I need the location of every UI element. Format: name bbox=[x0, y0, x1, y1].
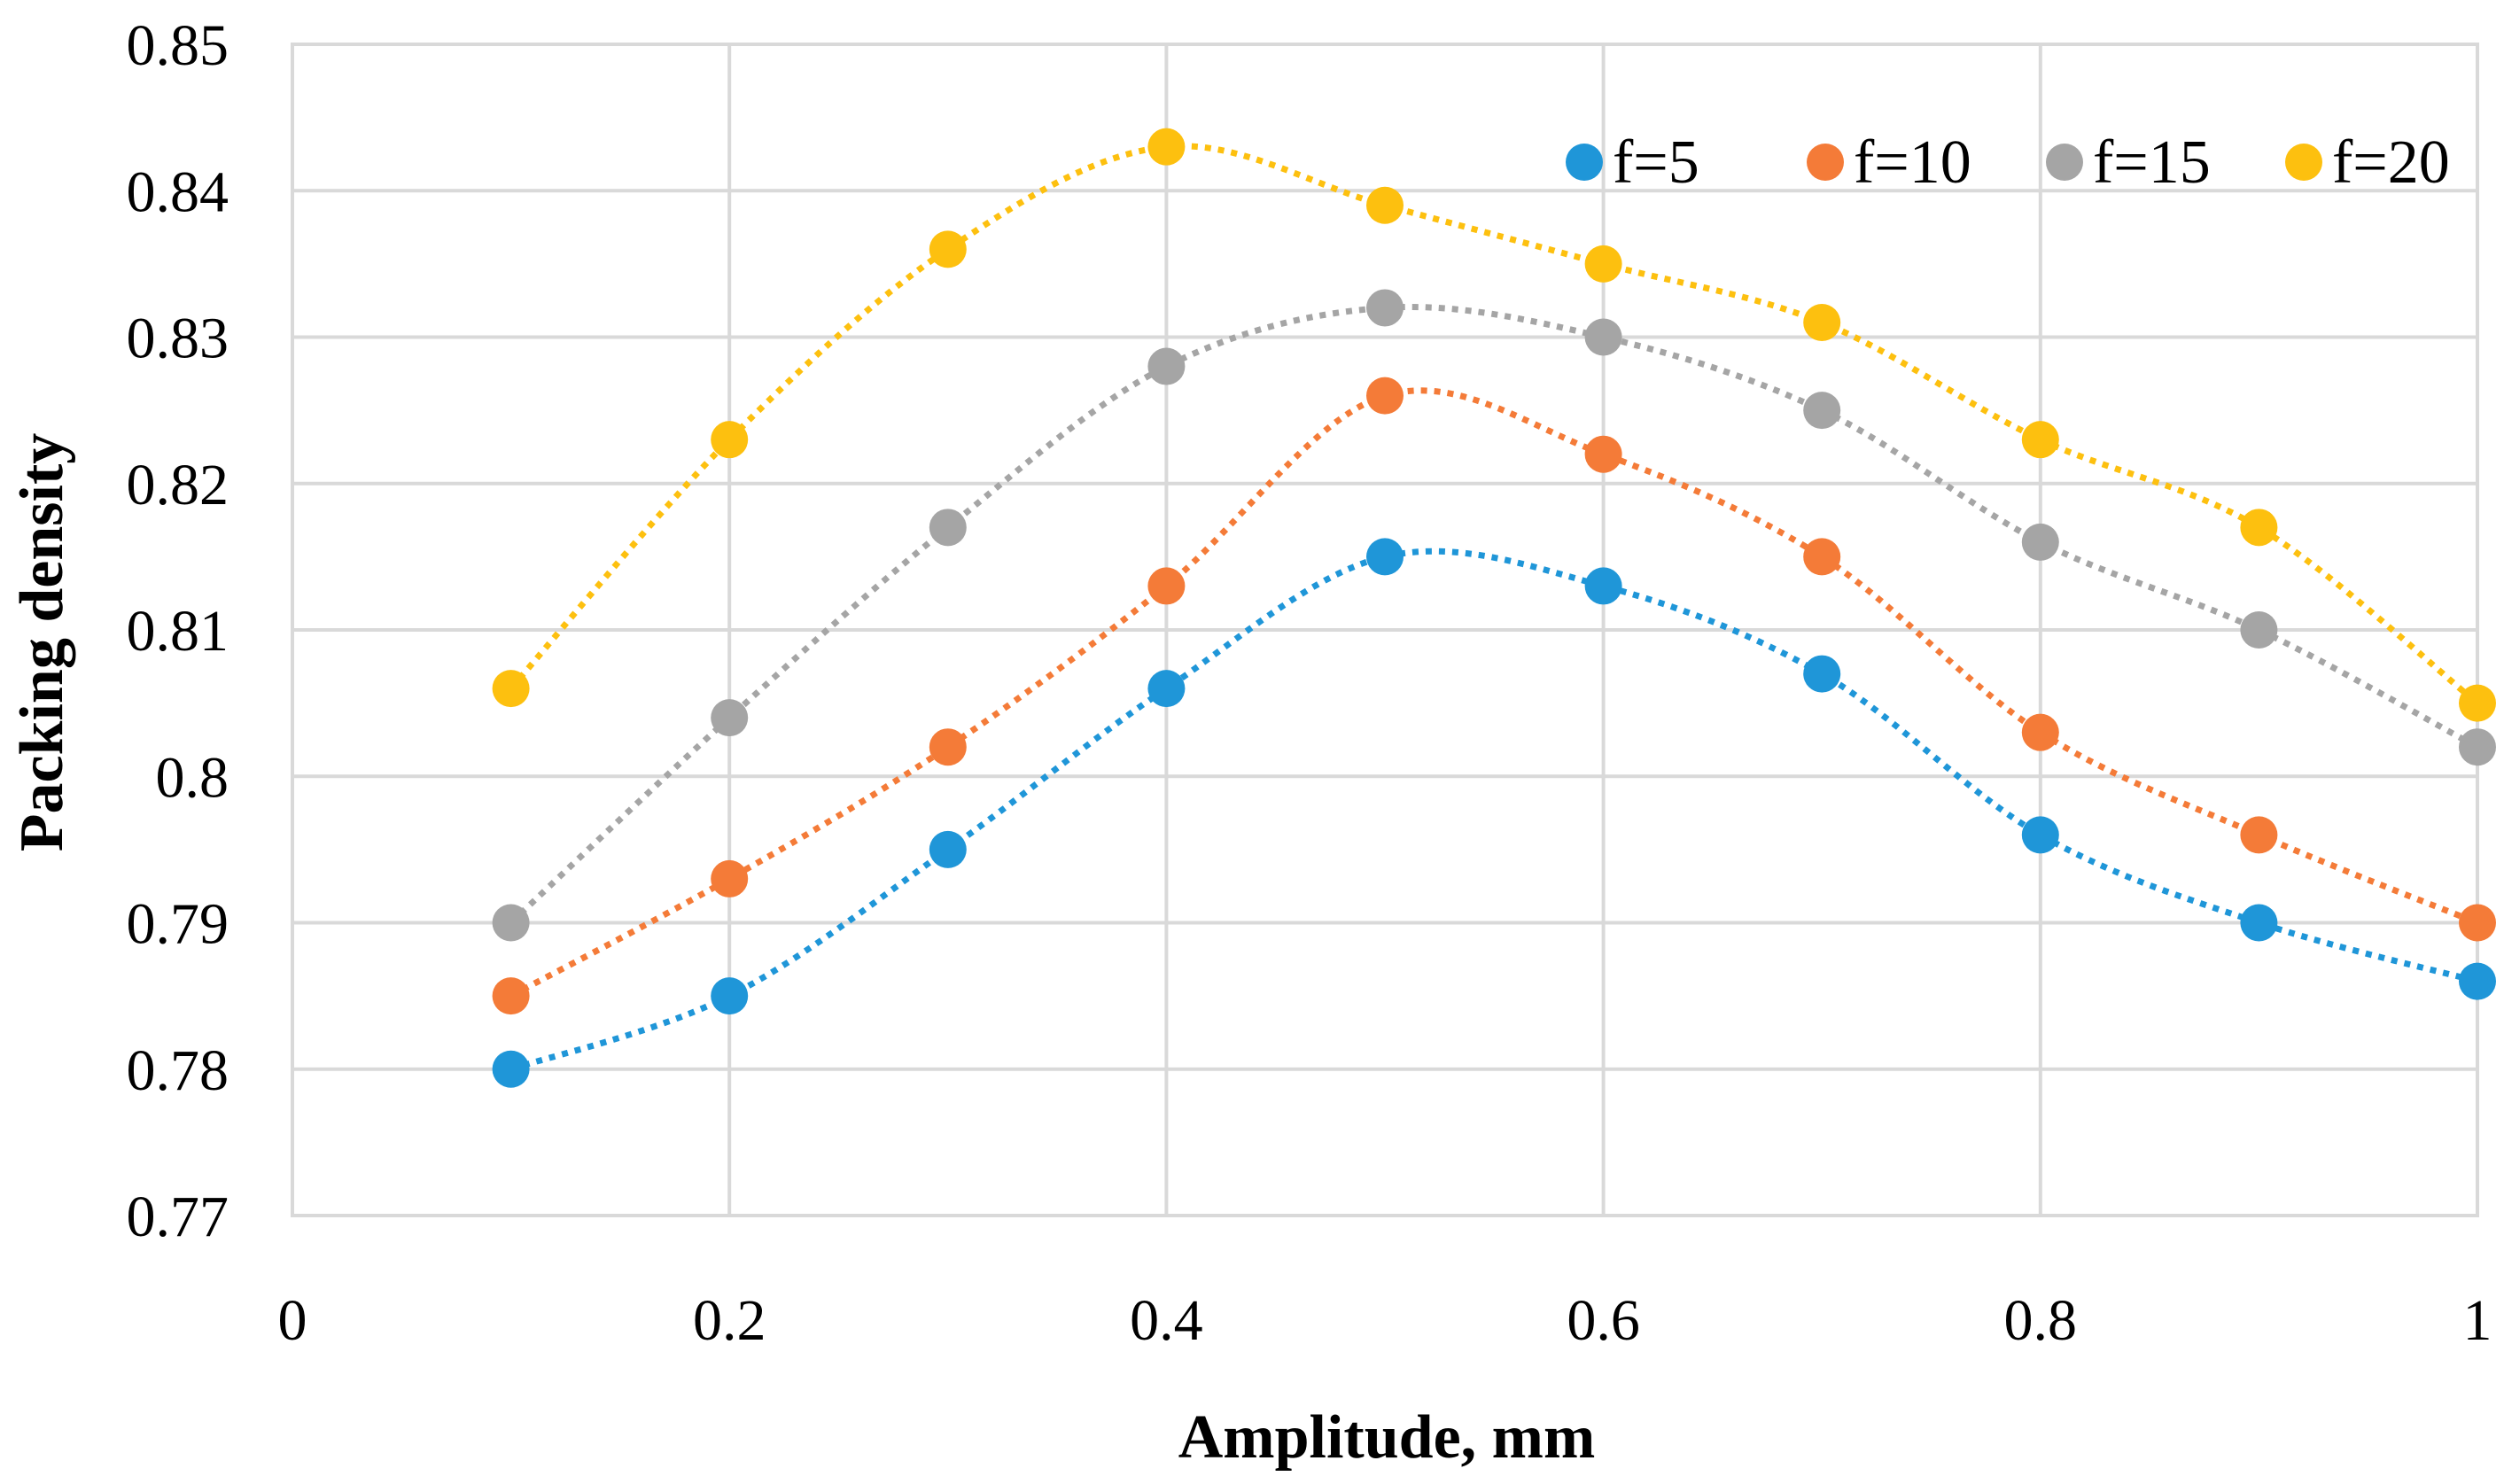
data-point bbox=[2240, 816, 2278, 854]
data-point bbox=[1147, 567, 1186, 605]
data-point bbox=[1366, 538, 1404, 576]
y-axis-title: Packing density bbox=[8, 433, 76, 852]
legend-item: f=15 bbox=[2046, 128, 2211, 197]
data-point bbox=[1366, 377, 1404, 415]
data-point bbox=[2240, 611, 2278, 649]
data-point bbox=[929, 830, 967, 868]
data-point bbox=[2021, 816, 2059, 854]
data-point bbox=[492, 977, 530, 1015]
plot-area-border bbox=[291, 43, 2479, 1217]
data-point bbox=[711, 421, 749, 459]
data-point bbox=[929, 728, 967, 766]
data-point bbox=[492, 904, 530, 942]
legend-item: f=20 bbox=[2285, 128, 2450, 197]
data-point bbox=[492, 1050, 530, 1088]
data-point bbox=[1584, 435, 1622, 473]
trendline-f=15 bbox=[509, 303, 2479, 926]
data-point bbox=[1803, 655, 1841, 693]
data-point bbox=[929, 230, 967, 268]
legend-label: f=10 bbox=[1854, 128, 1971, 197]
data-point bbox=[1584, 567, 1622, 605]
data-point bbox=[1147, 347, 1186, 385]
trendline-f=10 bbox=[509, 387, 2479, 999]
trendline-f=5 bbox=[509, 548, 2478, 1073]
data-point bbox=[2459, 904, 2496, 942]
x-tick-label: 0.4 bbox=[1130, 1288, 1203, 1353]
x-tick-label: 0.6 bbox=[1567, 1288, 1640, 1353]
legend: f=5 f=10 f=15 f=20 bbox=[1566, 128, 2450, 197]
data-point bbox=[2240, 904, 2278, 942]
y-tick-label: 0.84 bbox=[127, 159, 229, 224]
data-point bbox=[1803, 392, 1841, 430]
data-point bbox=[711, 977, 749, 1015]
data-point bbox=[1366, 186, 1404, 224]
legend-marker bbox=[2046, 144, 2083, 181]
data-point bbox=[2021, 523, 2059, 561]
y-tick-label: 0.77 bbox=[127, 1185, 229, 1249]
legend-label: f=20 bbox=[2332, 128, 2450, 197]
legend-marker bbox=[1566, 144, 1603, 181]
x-tick-label: 0.8 bbox=[2004, 1288, 2078, 1353]
data-point bbox=[1584, 245, 1622, 283]
data-point bbox=[2459, 728, 2496, 766]
data-point bbox=[2021, 713, 2059, 751]
data-point bbox=[2021, 421, 2059, 459]
y-tick-label: 0.85 bbox=[127, 13, 229, 78]
data-point bbox=[1147, 670, 1186, 708]
y-tick-label: 0.8 bbox=[156, 745, 229, 810]
legend-label: f=5 bbox=[1613, 128, 1699, 197]
trendlines bbox=[508, 143, 2480, 1073]
x-axis-title: Amplitude, mm bbox=[1178, 1403, 1596, 1472]
data-point bbox=[711, 699, 749, 737]
y-tick-label: 0.78 bbox=[127, 1038, 229, 1103]
y-tick-label: 0.83 bbox=[127, 307, 229, 371]
data-point bbox=[1584, 318, 1622, 356]
legend-item: f=5 bbox=[1566, 128, 1699, 197]
y-tick-label: 0.81 bbox=[127, 599, 229, 664]
data-point bbox=[1803, 303, 1841, 341]
y-tick-label: 0.79 bbox=[127, 892, 229, 957]
data-point bbox=[2459, 684, 2496, 722]
data-point bbox=[1147, 128, 1186, 166]
data-point bbox=[711, 859, 749, 897]
legend-marker bbox=[1807, 144, 1844, 181]
legend-label: f=15 bbox=[2093, 128, 2211, 197]
data-point bbox=[2459, 962, 2496, 1000]
data-point bbox=[1803, 538, 1841, 576]
x-tick-label: 0.2 bbox=[693, 1288, 766, 1353]
x-tick-label: 1 bbox=[2463, 1288, 2492, 1353]
legend-item: f=10 bbox=[1807, 128, 1971, 197]
data-point bbox=[492, 670, 530, 708]
data-point bbox=[929, 509, 967, 547]
x-tick-label: 0 bbox=[278, 1288, 307, 1353]
data-points bbox=[492, 128, 2496, 1088]
y-tick-label: 0.82 bbox=[127, 453, 229, 517]
data-point bbox=[2240, 509, 2278, 547]
data-point bbox=[1366, 289, 1404, 327]
legend-marker bbox=[2285, 144, 2322, 181]
axes: 0 0.2 0.4 0.6 0.8 10.770.780.790.80.810.820.8… bbox=[127, 13, 2492, 1353]
trendline-f=20 bbox=[508, 143, 2480, 706]
